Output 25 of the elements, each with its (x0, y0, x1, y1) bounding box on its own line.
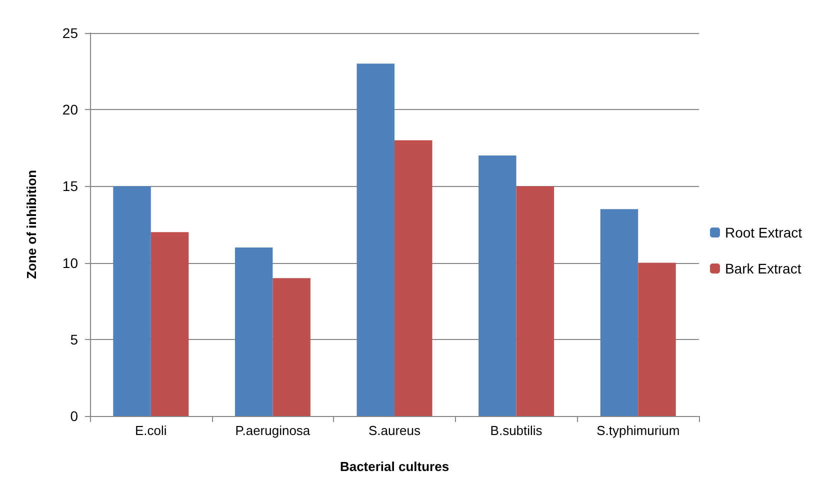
y-tick-label: 20 (62, 102, 78, 118)
bar (516, 186, 554, 416)
legend-label: Root Extract (724, 224, 802, 240)
x-tick-label: P.aeruginosa (235, 423, 311, 438)
y-tick-label: 25 (62, 25, 78, 41)
y-tick-label: 5 (70, 331, 78, 348)
x-tick-label: E.coli (135, 423, 167, 438)
y-tick-label: 10 (62, 254, 78, 271)
y-axis-title: Zone of inhibition (24, 170, 39, 280)
bar (478, 156, 516, 416)
bar (113, 186, 151, 416)
y-tick-label: 15 (62, 178, 78, 194)
x-tick-label: B.subtilis (490, 423, 543, 438)
x-axis-title: Bacterial cultures (340, 459, 450, 474)
legend-label: Bark Extract (724, 260, 802, 276)
y-tick-label: 0 (70, 408, 78, 424)
bar (272, 278, 310, 416)
bar (234, 247, 273, 416)
bar (394, 140, 432, 416)
bar (638, 262, 676, 416)
x-tick-label: S.typhimurium (596, 423, 680, 438)
bar (600, 209, 638, 416)
bar (356, 64, 394, 416)
bar (150, 232, 189, 416)
x-tick-label: S.aureus (368, 423, 422, 438)
